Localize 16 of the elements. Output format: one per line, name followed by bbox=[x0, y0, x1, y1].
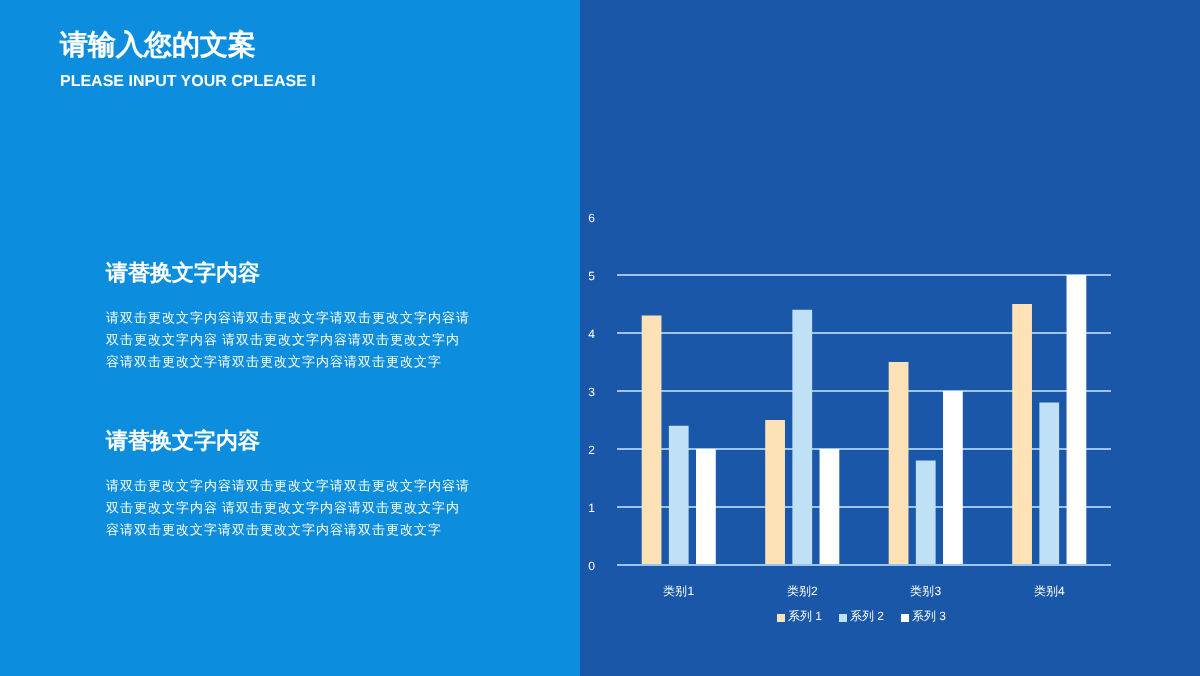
text: 请输入您的文案 bbox=[60, 26, 256, 64]
bar bbox=[1066, 275, 1087, 565]
bar bbox=[696, 449, 716, 565]
bar bbox=[1012, 304, 1032, 565]
bar bbox=[1039, 402, 1060, 565]
text: PLEASE INPUT YOUR CPLEASE I bbox=[60, 70, 316, 93]
bar bbox=[915, 460, 936, 565]
bar bbox=[641, 315, 662, 565]
bar bbox=[792, 309, 813, 565]
text: 请替换文字内容 bbox=[106, 428, 260, 458]
bar bbox=[943, 391, 963, 565]
bar bbox=[888, 362, 909, 565]
bar bbox=[668, 425, 689, 565]
bar bbox=[765, 420, 785, 565]
text: 请替换文字内容 bbox=[106, 260, 260, 290]
bar bbox=[819, 449, 840, 565]
